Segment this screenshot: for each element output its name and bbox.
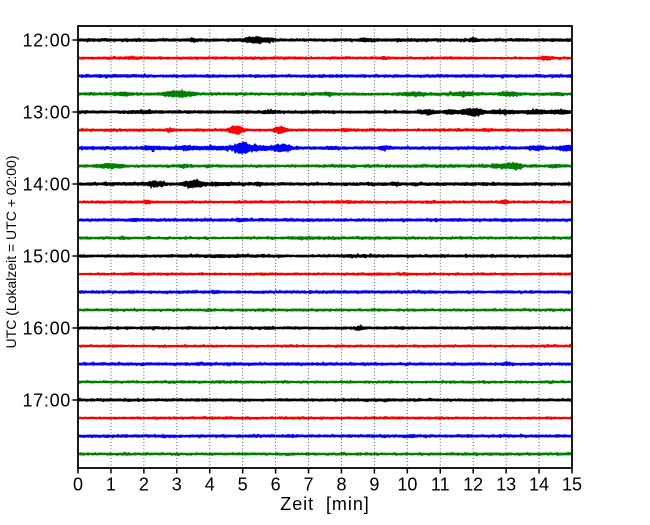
svg-text:3: 3 — [172, 475, 182, 495]
svg-text:17:00: 17:00 — [22, 391, 71, 411]
svg-text:7: 7 — [304, 475, 314, 495]
svg-text:2: 2 — [139, 475, 149, 495]
svg-text:15: 15 — [562, 475, 582, 495]
svg-text:16:00: 16:00 — [22, 319, 71, 339]
svg-text:9: 9 — [369, 475, 379, 495]
svg-text:Zeit [min]: Zeit [min] — [280, 494, 369, 514]
svg-text:1: 1 — [106, 475, 116, 495]
svg-text:6: 6 — [271, 475, 281, 495]
svg-text:5: 5 — [238, 475, 248, 495]
svg-text:UTC (Lokalzeit = UTC + 02:00): UTC (Lokalzeit = UTC + 02:00) — [3, 156, 19, 349]
svg-text:14:00: 14:00 — [22, 175, 71, 195]
svg-text:11: 11 — [431, 475, 450, 495]
svg-text:0: 0 — [73, 475, 83, 495]
svg-text:13: 13 — [496, 475, 516, 495]
svg-text:12:00: 12:00 — [22, 31, 71, 51]
svg-text:12: 12 — [463, 475, 483, 495]
svg-text:15:00: 15:00 — [22, 247, 71, 267]
svg-text:10: 10 — [397, 475, 417, 495]
svg-text:14: 14 — [529, 475, 549, 495]
svg-text:4: 4 — [205, 475, 215, 495]
svg-text:13:00: 13:00 — [22, 103, 71, 123]
svg-text:8: 8 — [336, 475, 346, 495]
